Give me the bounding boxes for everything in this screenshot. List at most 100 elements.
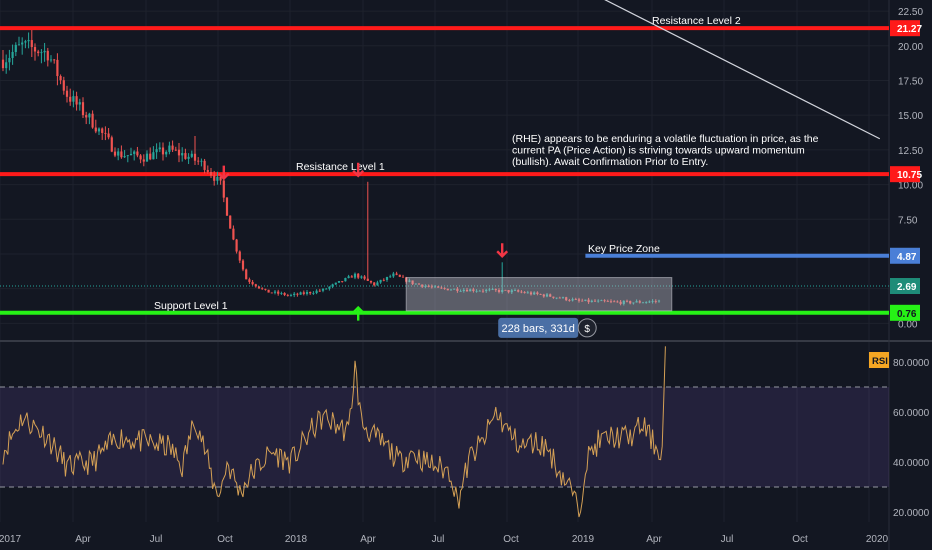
candle-body-61 xyxy=(197,160,200,162)
candle-body-55 xyxy=(177,149,181,156)
candle-body-63 xyxy=(203,160,206,170)
candle-body-39 xyxy=(126,155,129,157)
candle-body-163 xyxy=(523,292,526,294)
price-tick-5: 12.50 xyxy=(898,146,923,157)
candle-body-167 xyxy=(536,292,539,295)
candle-body-89 xyxy=(286,295,289,296)
candle-body-105 xyxy=(337,281,341,283)
candle-body-90 xyxy=(289,295,293,296)
candle-body-140 xyxy=(449,289,453,291)
candle-body-180 xyxy=(577,299,581,301)
candle-body-36 xyxy=(117,151,120,156)
candle-body-11 xyxy=(37,51,40,54)
candle-body-129 xyxy=(414,283,417,285)
date-tick-3: Oct xyxy=(217,534,233,545)
candle-body-128 xyxy=(411,280,414,285)
candle-body-203 xyxy=(651,301,654,302)
candle-body-138 xyxy=(443,288,446,289)
candle-body-156 xyxy=(501,289,504,292)
date-tick-11: Oct xyxy=(792,534,808,545)
candle-body-196 xyxy=(629,301,632,304)
candle-body-174 xyxy=(558,297,561,299)
candle-body-132 xyxy=(424,285,427,287)
price-tag-text-3: 2.69 xyxy=(897,282,917,293)
candle-body-151 xyxy=(485,289,488,292)
candle-body-69 xyxy=(222,180,225,198)
candle-body-53 xyxy=(171,145,174,150)
candle-body-141 xyxy=(453,288,456,290)
candle-body-52 xyxy=(168,145,171,152)
dollar-icon-glyph: $ xyxy=(584,324,590,335)
price-tag-3 xyxy=(890,278,920,295)
candle-body-100 xyxy=(321,288,325,291)
candle-body-94 xyxy=(302,292,305,294)
candle-body-183 xyxy=(587,299,590,303)
candle-body-177 xyxy=(568,300,571,301)
range-label-box xyxy=(498,317,579,338)
rsi-tick-1: 40.0000 xyxy=(893,458,930,469)
rsi-tag-text: RSI xyxy=(872,356,888,367)
candle-body-103 xyxy=(331,284,334,287)
candle-body-40 xyxy=(129,153,133,156)
candle-body-114 xyxy=(366,278,369,281)
candle-body-0 xyxy=(1,59,5,69)
price-tag-2 xyxy=(890,247,920,264)
candle-body-91 xyxy=(293,293,296,296)
candle-body-168 xyxy=(539,294,542,295)
candle-body-121 xyxy=(389,276,392,278)
down-arrow-icon-0 xyxy=(217,165,230,181)
candle-body-42 xyxy=(136,151,139,156)
candle-body-6 xyxy=(21,42,24,45)
candle-body-75 xyxy=(241,260,245,270)
candle-body-127 xyxy=(408,280,411,282)
candle-body-193 xyxy=(619,301,622,304)
candle-body-149 xyxy=(478,290,481,292)
candle-body-73 xyxy=(235,239,238,252)
price-tag-text-4: 0.76 xyxy=(897,309,917,320)
candle-body-8 xyxy=(27,40,30,42)
annotation-line-2: (bullish). Await Confirmation Prior to E… xyxy=(512,156,708,168)
candle-body-58 xyxy=(187,156,190,159)
candle-body-202 xyxy=(648,301,651,303)
candle-body-102 xyxy=(328,286,331,289)
candle-body-56 xyxy=(181,153,184,156)
candle-body-78 xyxy=(251,281,254,285)
date-tick-12: 2020 xyxy=(866,534,889,545)
price-axes: 0.002.505.007.5010.0012.5015.0017.5020.0… xyxy=(0,7,930,545)
rsi-tick-0: 20.0000 xyxy=(893,508,930,519)
candle-body-82 xyxy=(264,288,267,290)
candle-body-85 xyxy=(273,291,277,293)
candle-body-143 xyxy=(459,290,462,292)
candle-body-3 xyxy=(11,51,14,58)
candle-body-161 xyxy=(517,290,520,292)
candle-body-28 xyxy=(91,113,94,128)
candle-body-43 xyxy=(139,155,142,160)
candle-body-79 xyxy=(254,284,257,287)
candle-body-162 xyxy=(520,291,523,293)
candle-body-65 xyxy=(209,171,213,176)
candle-body-188 xyxy=(603,300,606,302)
candle-body-60 xyxy=(193,153,197,161)
candle-body-34 xyxy=(110,137,113,152)
candle-body-144 xyxy=(462,289,465,291)
candle-body-50 xyxy=(161,147,165,155)
candle-body-155 xyxy=(497,290,501,292)
candle-body-205 xyxy=(657,300,661,302)
candle-body-27 xyxy=(88,113,91,118)
candle-body-38 xyxy=(123,156,126,158)
candle-body-33 xyxy=(107,133,110,138)
rsi-series xyxy=(2,346,666,518)
candle-body-37 xyxy=(120,151,123,158)
candle-body-112 xyxy=(360,276,363,278)
price-tag-4 xyxy=(890,304,920,321)
annotation-line-0: (RHE) appears to be enduring a volatile … xyxy=(512,133,819,145)
candle-body-84 xyxy=(270,292,273,294)
candle-body-96 xyxy=(309,292,312,294)
candle-body-47 xyxy=(152,152,155,160)
candle-body-165 xyxy=(529,292,533,295)
candle-body-26 xyxy=(85,115,88,118)
candle-body-95 xyxy=(305,292,309,294)
candle-body-4 xyxy=(14,44,17,52)
candle-body-142 xyxy=(456,288,459,292)
